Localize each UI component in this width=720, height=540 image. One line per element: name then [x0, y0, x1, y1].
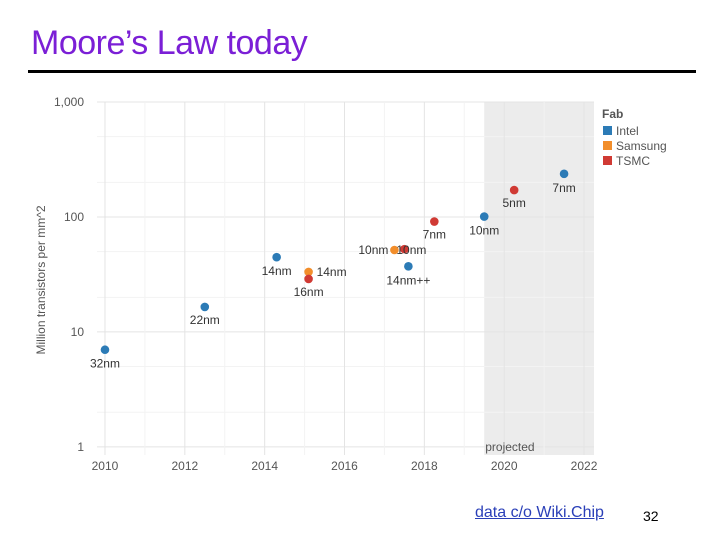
data-label: 22nm: [190, 313, 220, 327]
data-point-intel: [200, 302, 210, 312]
x-tick-label: 2018: [411, 459, 438, 473]
data-label: 32nm: [90, 357, 120, 371]
x-tick-label: 2016: [331, 459, 358, 473]
data-point-samsung: [390, 245, 399, 255]
data-label: 14nm: [317, 265, 347, 279]
y-tick-label: 10: [71, 325, 85, 339]
legend-swatch-intel: [603, 126, 612, 135]
x-tick-label: 2022: [571, 459, 598, 473]
y-tick-label: 100: [64, 210, 84, 224]
legend-swatch-tsmc: [603, 156, 612, 165]
legend-swatch-samsung: [603, 141, 612, 150]
data-point-samsung: [304, 267, 313, 277]
legend-title: Fab: [602, 107, 623, 121]
data-label: 10nm: [358, 243, 388, 257]
title-divider: [28, 70, 696, 73]
axes: 1 10 100 1,000 2010 2012 2014 2016 2018 2020 2022: [54, 95, 598, 473]
data-point-intel: [479, 212, 489, 221]
data-label: 16nm: [294, 285, 324, 299]
data-point-intel: [272, 252, 281, 262]
legend-label: TSMC: [616, 154, 650, 168]
x-tick-label: 2020: [491, 459, 518, 473]
projected-label: projected: [485, 440, 534, 454]
data-point-tsmc: [400, 244, 409, 254]
legend-label: Intel: [616, 124, 639, 138]
y-tick-label: 1: [77, 440, 84, 454]
y-tick-label: 1,000: [54, 95, 84, 109]
data-label: 7nm: [552, 181, 575, 195]
y-axis-label: Million transistors per mm^2: [34, 205, 48, 354]
x-tick-label: 2012: [171, 459, 198, 473]
source-link[interactable]: data c/o Wiki.Chip: [475, 504, 604, 521]
data-label: 10nm: [396, 243, 426, 257]
legend-label: Samsung: [616, 139, 667, 153]
data-point-tsmc: [509, 185, 519, 195]
x-tick-label: 2014: [251, 459, 278, 473]
data-label: 14nm++: [386, 273, 430, 287]
slide-title: Moore’s Law today: [31, 24, 308, 62]
data-label: 7nm: [423, 228, 446, 242]
data-label: 10nm: [469, 224, 499, 238]
data-point-intel: [404, 262, 413, 271]
data-point-tsmc: [430, 217, 439, 226]
x-tick-label: 2010: [92, 459, 119, 473]
data-label: 5nm: [502, 196, 525, 210]
data-point-intel: [100, 345, 110, 355]
projected-region: [484, 102, 594, 455]
data-point-tsmc: [304, 274, 313, 284]
data-label: 14nm: [262, 264, 292, 278]
data-points: 32nm22nm14nm14nm++10nm7nm14nm10nm16nm10n…: [90, 169, 576, 371]
slide-number: 32: [643, 508, 659, 524]
data-point-intel: [559, 169, 569, 179]
